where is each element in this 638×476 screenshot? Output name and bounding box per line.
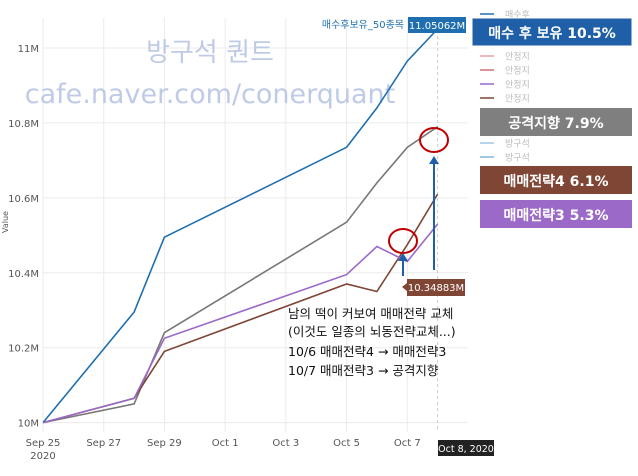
callout-buy-hold: 매수 후 보유 10.5% bbox=[471, 17, 633, 47]
series-line bbox=[42, 126, 439, 424]
x-tick-label: Oct 5 bbox=[333, 438, 360, 449]
series-line bbox=[42, 223, 439, 424]
legend-label: 안정지 bbox=[505, 94, 530, 105]
callout-aggressive-text: 공격지향 7.9% bbox=[508, 115, 603, 132]
arrow-head-oct6 bbox=[398, 253, 408, 261]
callout-strategy4-text: 매매전략4 6.1% bbox=[504, 173, 609, 190]
hover-point-pointer bbox=[402, 283, 407, 291]
legend-label: 방구석 bbox=[505, 153, 530, 164]
callout-strategy3-box bbox=[480, 200, 632, 228]
annotation-line-3: 10/6 매매전략4 → 매매전략3 bbox=[288, 344, 446, 359]
series-line bbox=[42, 28, 439, 424]
y-tick-label: 10.8M bbox=[8, 119, 39, 130]
hover-date-label: Oct 8, 2020 bbox=[438, 444, 494, 455]
y-axis-label: Value bbox=[1, 211, 10, 233]
y-axis: 10M 10.2M 10.4M 10.6M 10.8M 11M Value bbox=[1, 44, 39, 430]
y-tick-label: 10.4M bbox=[8, 269, 39, 280]
x-tick-label: Sep 27 bbox=[86, 438, 121, 449]
arrow-head-oct7 bbox=[429, 156, 439, 164]
annotation-line-1: 남의 떡이 커보여 매매전략 교체 bbox=[288, 306, 453, 321]
callout-buy-hold-box bbox=[471, 17, 633, 47]
y-tick-label: 10M bbox=[18, 419, 39, 430]
callout-strategy4: 매매전략4 6.1% bbox=[480, 166, 632, 194]
series-lines bbox=[42, 28, 439, 424]
legend-label: 방구석 bbox=[505, 139, 530, 150]
callout-buy-hold-text: 매수 후 보유 10.5% bbox=[488, 26, 616, 42]
hover-point-label: 10.34883M bbox=[408, 283, 464, 294]
hover-series-label: 매수후보유_50종목 bbox=[322, 19, 404, 31]
legend-label: 안정지 bbox=[505, 66, 530, 77]
x-axis: Sep 25 Sep 27 Sep 29 Oct 1 Oct 3 Oct 5 Oct 7 20… bbox=[26, 438, 421, 462]
y-tick-label: 10.2M bbox=[8, 344, 39, 355]
legend-label: 안정지 bbox=[505, 52, 530, 63]
annotation: 남의 떡이 커보여 매매전략 교체 (이것도 일종의 뇌동전략교체...) 10… bbox=[288, 306, 456, 378]
y-tick-label: 11M bbox=[18, 44, 39, 55]
hover-value-box bbox=[408, 17, 466, 33]
hover-point-box bbox=[407, 279, 465, 296]
legend-label: 안정지 bbox=[505, 80, 530, 91]
x-tick-label: Oct 3 bbox=[272, 438, 299, 449]
annotation-line-4: 10/7 매매전략3 → 공격지향 bbox=[288, 363, 439, 378]
watermark-url: cafe.naver.com/conerquant bbox=[25, 79, 396, 110]
y-tick-label: 10.6M bbox=[8, 194, 39, 205]
x-tick-label: Oct 1 bbox=[212, 438, 239, 449]
callout-strategy3: 매매전략3 5.3% bbox=[480, 200, 632, 228]
callout-aggressive-box bbox=[480, 108, 632, 136]
highlight-circle-oct7 bbox=[419, 127, 449, 153]
x-tick-label: Oct 7 bbox=[394, 438, 421, 449]
x-tick-label: Sep 29 bbox=[147, 438, 182, 449]
hover-value-label: 11.05062M bbox=[409, 21, 465, 32]
watermark-title: 방구석 퀀트 bbox=[146, 38, 274, 68]
highlight-circle-oct6 bbox=[388, 228, 418, 254]
callout-strategy4-box bbox=[480, 166, 632, 194]
callout-aggressive: 공격지향 7.9% bbox=[480, 108, 632, 136]
hover-date-box bbox=[438, 440, 494, 456]
legend-label: 매수후 bbox=[505, 10, 530, 21]
callout-strategy3-text: 매매전략3 5.3% bbox=[504, 207, 609, 224]
x-tick-year: 2020 bbox=[30, 451, 55, 462]
x-tick-label: Sep 25 bbox=[26, 438, 61, 449]
annotation-line-2: (이것도 일종의 뇌동전략교체...) bbox=[288, 324, 456, 339]
